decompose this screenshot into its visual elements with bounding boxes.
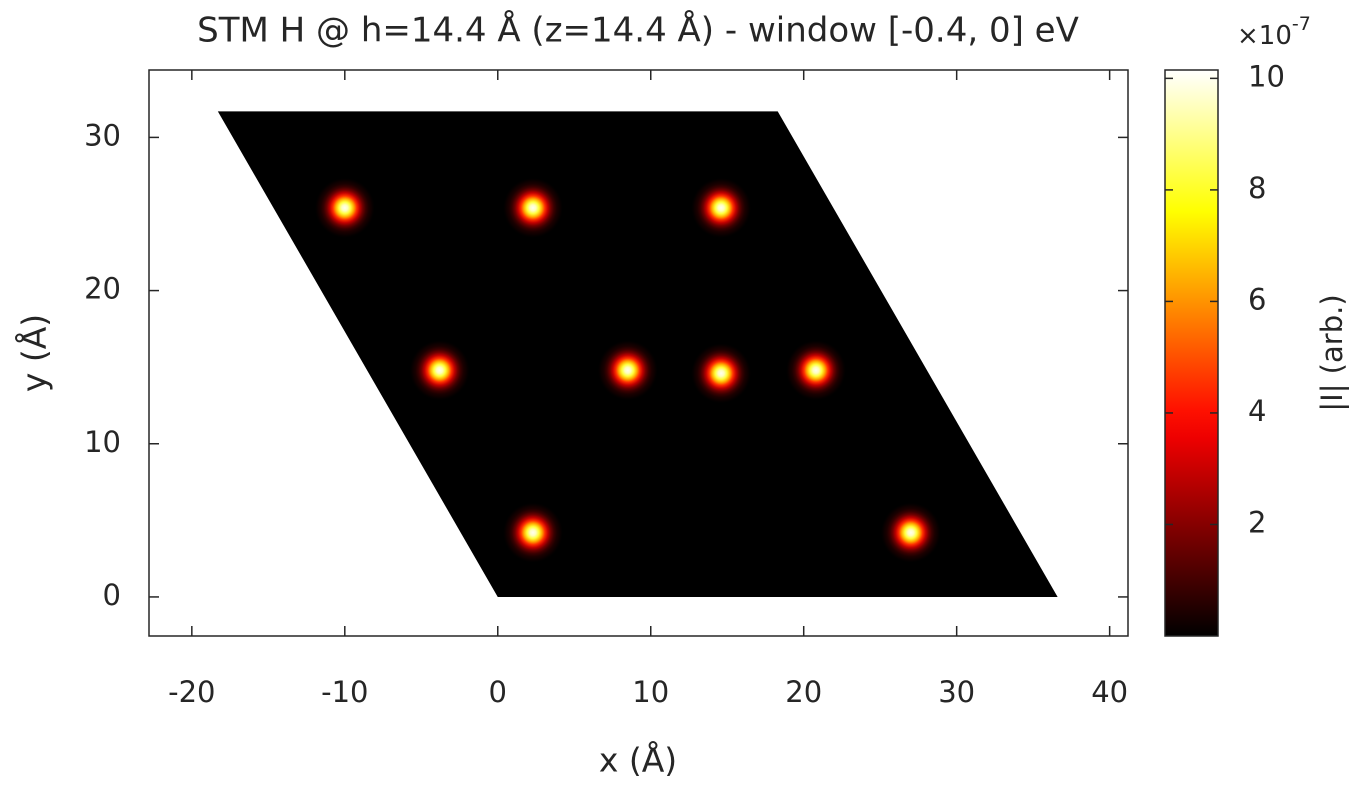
intensity-spot (409, 340, 470, 401)
colorbar-tick-label: 10 (1248, 59, 1285, 93)
x-tick-label: -10 (321, 675, 368, 709)
intensity-spot (502, 177, 563, 238)
colorbar-tick-label: 2 (1248, 505, 1266, 539)
y-axis-label: y (Å) (14, 314, 54, 392)
x-tick-label: 30 (938, 675, 975, 709)
intensity-spot (691, 343, 752, 404)
y-tick-label: 20 (84, 272, 121, 306)
chart-title: STM H @ h=14.4 Å (z=14.4 Å) - window [-0… (197, 10, 1079, 51)
y-tick-label: 10 (84, 425, 121, 459)
colorbar (1164, 69, 1219, 637)
x-tick-label: 40 (1091, 675, 1128, 709)
x-tick-label: -20 (168, 675, 215, 709)
intensity-spot (597, 340, 658, 401)
x-axis-label: x (Å) (599, 740, 677, 780)
intensity-spot (314, 177, 375, 238)
colorbar-tick-label: 4 (1248, 394, 1266, 428)
colorbar-label: |I| (arb.) (1315, 294, 1349, 411)
intensity-spot (691, 177, 752, 238)
intensity-spot (785, 340, 846, 401)
y-tick-label: 30 (84, 118, 121, 152)
colorbar-exponent: ×10-7 (1237, 13, 1311, 51)
exponent-power: -7 (1292, 13, 1311, 35)
x-tick-label: 20 (785, 675, 822, 709)
y-tick-label: 0 (103, 578, 121, 612)
exponent-base: ×10 (1237, 21, 1292, 51)
x-tick-label: 10 (632, 675, 669, 709)
colorbar-tick-label: 6 (1248, 282, 1266, 316)
spots (314, 177, 941, 563)
intensity-spot (502, 502, 563, 563)
axes-frame (148, 69, 1129, 637)
x-tick-label: 0 (489, 675, 507, 709)
colorbar-tick-label: 8 (1248, 171, 1266, 205)
intensity-spot (880, 502, 941, 563)
